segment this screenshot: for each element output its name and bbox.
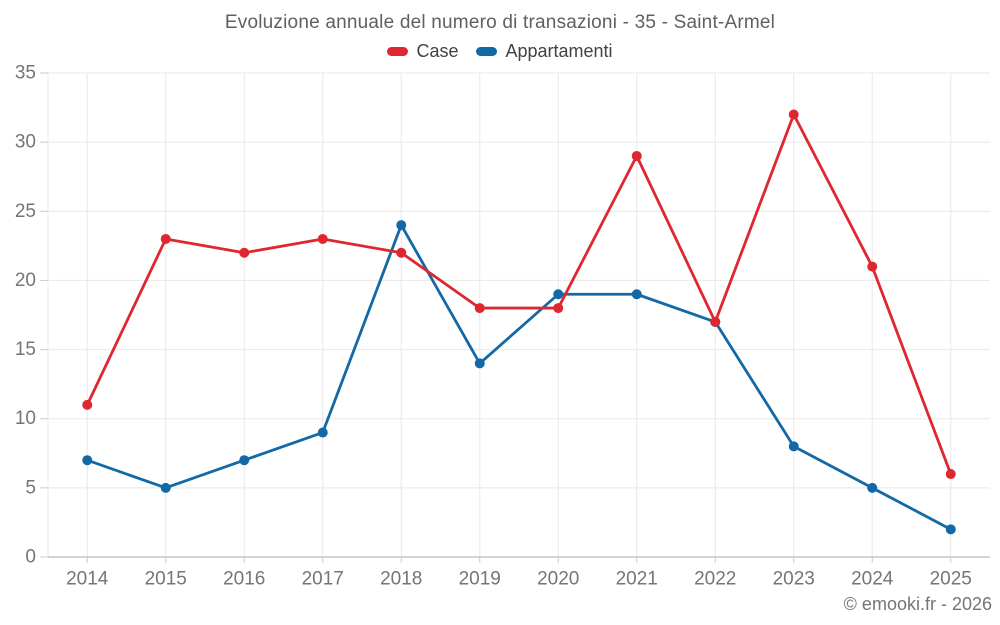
data-point-case-2018[interactable] bbox=[396, 247, 407, 258]
data-point-case-2021[interactable] bbox=[631, 150, 642, 161]
data-point-appartamenti-2025[interactable] bbox=[945, 524, 956, 535]
legend-label-case: Case bbox=[416, 41, 459, 61]
y-axis-tick-label: 10 bbox=[15, 408, 36, 429]
y-axis-tick-label: 20 bbox=[15, 270, 36, 291]
y-axis-tick-label: 30 bbox=[15, 132, 36, 153]
y-axis-tick-label: 15 bbox=[15, 339, 36, 360]
y-axis-tick-label: 25 bbox=[15, 201, 36, 222]
legend-swatch-appartamenti bbox=[476, 47, 498, 56]
chart-legend: Case Appartamenti bbox=[0, 41, 1000, 62]
series-line-appartamenti bbox=[85, 223, 953, 531]
data-point-case-2024[interactable] bbox=[867, 261, 878, 272]
data-point-case-2014[interactable] bbox=[82, 399, 93, 410]
data-point-appartamenti-2016[interactable] bbox=[239, 455, 250, 466]
data-point-appartamenti-2023[interactable] bbox=[788, 441, 799, 452]
y-axis-tick-label: 35 bbox=[15, 63, 36, 84]
x-axis-tick-label: 2024 bbox=[851, 569, 894, 590]
legend-item-case[interactable]: Case bbox=[387, 41, 458, 62]
x-axis-tick-label: 2017 bbox=[302, 569, 344, 590]
data-point-appartamenti-2024[interactable] bbox=[867, 482, 878, 493]
legend-label-appartamenti: Appartamenti bbox=[505, 41, 613, 61]
data-point-case-2019[interactable] bbox=[474, 303, 485, 314]
data-point-appartamenti-2014[interactable] bbox=[82, 455, 93, 466]
data-point-case-2016[interactable] bbox=[239, 247, 250, 258]
series-line-case bbox=[85, 113, 953, 476]
x-axis-tick-label: 2018 bbox=[380, 569, 422, 590]
data-point-case-2015[interactable] bbox=[160, 233, 171, 244]
x-axis-tick-label: 2025 bbox=[930, 569, 972, 590]
x-axis-tick-label: 2021 bbox=[616, 569, 658, 590]
x-axis-tick-label: 2014 bbox=[66, 569, 109, 590]
data-point-appartamenti-2021[interactable] bbox=[631, 289, 642, 300]
legend-item-appartamenti[interactable]: Appartamenti bbox=[476, 41, 613, 62]
y-axis-tick-label: 0 bbox=[25, 547, 36, 568]
data-point-appartamenti-2019[interactable] bbox=[474, 358, 485, 369]
y-axis-tick-label: 5 bbox=[25, 477, 36, 498]
x-axis-tick-label: 2015 bbox=[145, 569, 187, 590]
data-point-appartamenti-2017[interactable] bbox=[317, 427, 328, 438]
x-axis-tick-label: 2023 bbox=[773, 569, 815, 590]
x-axis-tick-label: 2022 bbox=[694, 569, 736, 590]
data-point-case-2023[interactable] bbox=[788, 109, 799, 120]
x-axis-tick-label: 2016 bbox=[223, 569, 265, 590]
data-point-appartamenti-2020[interactable] bbox=[553, 289, 564, 300]
data-point-case-2020[interactable] bbox=[553, 303, 564, 314]
data-point-case-2025[interactable] bbox=[945, 469, 956, 480]
data-point-case-2022[interactable] bbox=[710, 316, 721, 327]
x-axis-tick-label: 2019 bbox=[459, 569, 501, 590]
chart-title: Evoluzione annuale del numero di transaz… bbox=[224, 12, 776, 33]
data-point-appartamenti-2015[interactable] bbox=[160, 482, 171, 493]
credit-text: © emooki.fr - 2026 bbox=[843, 594, 992, 614]
legend-swatch-case bbox=[387, 47, 409, 56]
data-point-case-2017[interactable] bbox=[317, 233, 328, 244]
x-axis-tick-label: 2020 bbox=[537, 569, 579, 590]
data-point-appartamenti-2018[interactable] bbox=[396, 220, 407, 231]
